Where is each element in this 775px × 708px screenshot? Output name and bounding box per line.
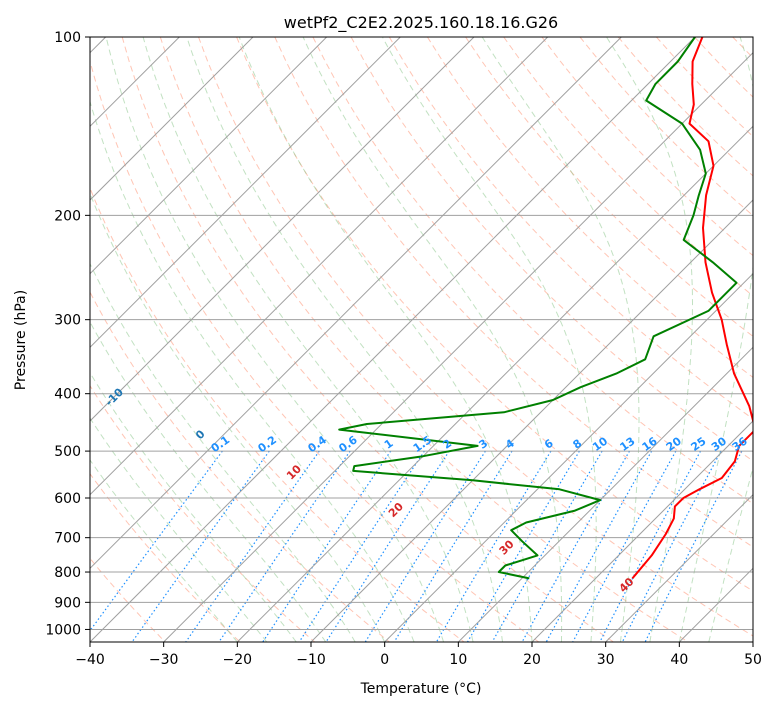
isotherm-gridline <box>457 346 753 642</box>
dry-adiabat-line <box>274 37 753 548</box>
x-tick-label: 20 <box>523 652 541 668</box>
moist-adiabat-line <box>302 37 563 642</box>
x-tick-label: 0 <box>380 652 389 668</box>
isotherm-gridline <box>90 37 549 496</box>
x-axis-title: Temperature (°C) <box>360 681 482 697</box>
moist-adiabat-line <box>90 321 327 642</box>
moist-adiabat-line <box>90 459 238 642</box>
mixing-ratio-line <box>218 450 351 642</box>
mixing-ratio-line <box>545 450 653 642</box>
x-tick-label: −20 <box>223 652 253 668</box>
moist-adiabat-line <box>381 37 597 642</box>
mixing-ratio-line <box>572 450 677 642</box>
mixing-ratio-line <box>298 450 425 642</box>
isotherm-gridline <box>90 37 475 422</box>
mixing-ratio-line <box>185 450 320 642</box>
isotherm-gridline <box>90 37 328 275</box>
y-axis-title: Pressure (hPa) <box>13 290 29 390</box>
y-tick-label: 100 <box>54 30 81 46</box>
x-tick-label: −40 <box>75 652 105 668</box>
mixing-ratio-line <box>262 450 392 642</box>
moist-adiabat-line <box>105 37 445 642</box>
y-tick-label: 600 <box>54 491 81 507</box>
isotherm-gridline <box>605 493 753 642</box>
isotherm-gridline <box>90 37 696 642</box>
x-tick-label: 10 <box>449 652 467 668</box>
mixing-ratio-line <box>599 450 702 642</box>
moist-adiabat-line <box>90 417 268 642</box>
isotherm-gridline <box>90 37 622 570</box>
moist-adiabat-line <box>481 37 640 642</box>
x-tick-label: 30 <box>597 652 615 668</box>
x-tick-label: −30 <box>149 652 179 668</box>
y-tick-label: 200 <box>54 208 81 224</box>
dry-adiabat-line <box>90 186 465 642</box>
mixing-ratio-line <box>491 450 603 642</box>
mixing-ratio-line <box>90 450 223 632</box>
dry-adiabat-line <box>159 37 689 642</box>
dewpoint-profile-line <box>338 37 738 580</box>
moist-adiabat-line <box>606 37 693 642</box>
dry-adiabat-line <box>90 557 166 642</box>
background-lines <box>90 37 753 642</box>
x-tick-label: −10 <box>296 652 326 668</box>
y-tick-label: 800 <box>54 565 81 581</box>
isotherm-gridline <box>384 272 753 642</box>
y-tick-label: 300 <box>54 313 81 329</box>
moist-adiabat-line <box>142 37 474 642</box>
moist-adiabat-line <box>186 37 503 642</box>
moist-adiabat-line <box>90 262 356 642</box>
isotherm-gridline <box>90 37 254 201</box>
x-tick-label: 50 <box>744 652 762 668</box>
isotherm-gridline <box>531 420 753 642</box>
profile-series <box>338 37 753 580</box>
moist-adiabat-line <box>678 37 753 642</box>
plot-frame <box>89 36 754 643</box>
mixing-ratio-line <box>521 450 631 642</box>
moist-adiabat-line <box>708 465 753 642</box>
dry-adiabat-line <box>90 384 316 642</box>
moist-adiabat-line <box>90 371 297 642</box>
mixing-ratio-line <box>644 450 743 642</box>
dry-adiabat-line <box>90 59 540 642</box>
y-tick-label: 700 <box>54 531 81 547</box>
isotherm-gridline <box>236 125 753 642</box>
y-tick-label: 400 <box>54 387 81 403</box>
y-tick-label: 900 <box>54 595 81 611</box>
chart-title: wetPf2_C2E2.2025.160.18.16.G26 <box>284 13 558 33</box>
y-tick-label: 1000 <box>45 622 81 638</box>
temperature-profile-line <box>631 37 753 580</box>
isotherm-gridline <box>310 199 753 642</box>
dry-adiabat-line <box>121 37 614 642</box>
x-axis-ticks: −40 −30 −20 −10 0 10 20 30 40 50 <box>75 642 762 668</box>
x-tick-label: 40 <box>670 652 688 668</box>
dry-adiabat-line <box>388 37 753 420</box>
isotherm-gridline <box>90 37 401 349</box>
y-axis-ticks: 100 200 300 400 500 600 700 800 900 1000 <box>45 30 90 638</box>
y-tick-label: 500 <box>54 444 81 460</box>
mixing-ratio-line <box>621 450 722 642</box>
moist-adiabat-line <box>90 192 386 642</box>
dry-adiabat-line <box>426 37 753 378</box>
isotherm-gridline <box>163 51 753 642</box>
moist-adiabat-line <box>238 37 533 642</box>
